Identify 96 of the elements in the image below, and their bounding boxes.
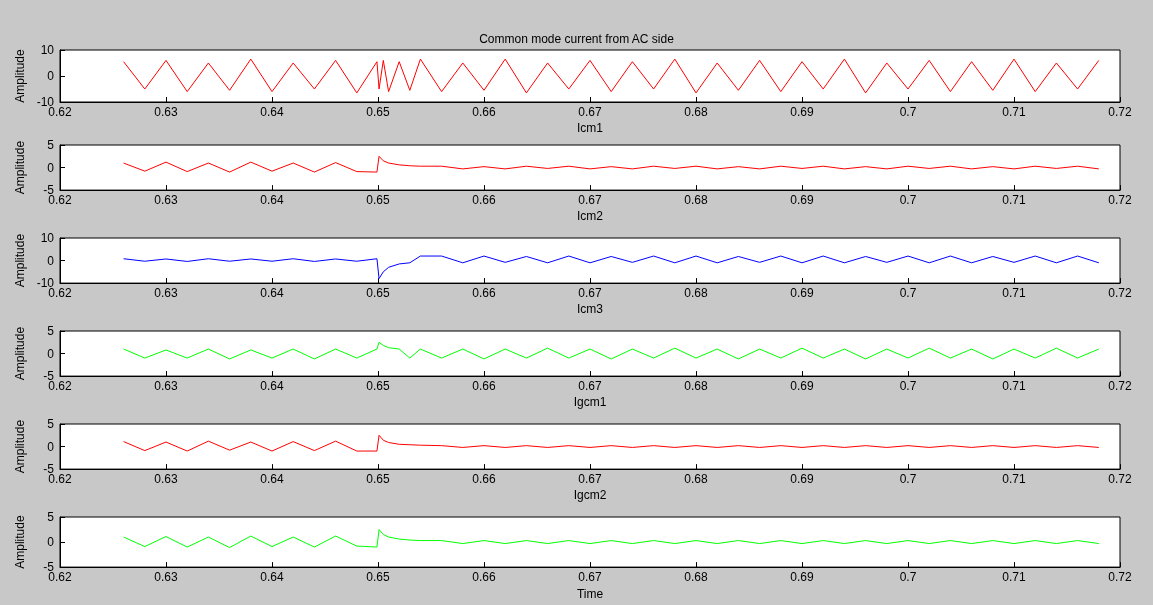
x-tick-label: 0.69	[790, 193, 814, 208]
line-series	[123, 58, 1100, 94]
x-tick-label: 0.68	[684, 105, 708, 119]
x-tick-label: 0.65	[366, 105, 390, 119]
y-axis-title: Amplitude	[12, 233, 27, 288]
x-axis-title: Icm2	[576, 209, 604, 224]
x-tick-label: 0.72	[1108, 379, 1132, 394]
y-tick-label: 0	[47, 69, 55, 83]
x-tick-label: 0.64	[260, 570, 284, 585]
chart-title: Common mode current from AC side	[479, 32, 675, 46]
x-tick-label: 0.64	[260, 472, 284, 487]
x-tick-label: 0.71	[1002, 472, 1026, 487]
x-tick-label: 0.65	[366, 570, 390, 585]
x-tick-label: 0.67	[578, 286, 602, 301]
y-tick-label: 5	[47, 417, 55, 431]
y-tick-label: 5	[47, 510, 55, 524]
y-axis-title: Amplitude	[13, 419, 27, 474]
line-series	[123, 529, 1100, 549]
x-tick-label: 0.7	[899, 286, 917, 301]
y-tick-label: 0	[47, 160, 55, 175]
x-tick-label: 0.62	[48, 286, 72, 301]
x-tick-label: 0.65	[366, 379, 390, 394]
y-axis-title: Amplitude	[12, 49, 27, 103]
x-tick-label: 0.62	[48, 570, 72, 585]
x-tick-label: 0.65	[366, 472, 390, 487]
x-tick-label: 0.63	[154, 193, 178, 208]
x-tick-label: 0.62	[48, 472, 72, 487]
x-tick-label: 0.68	[684, 472, 708, 487]
x-tick-label: 0.71	[1002, 570, 1026, 585]
y-axis-title: Amplitude	[13, 140, 27, 195]
x-tick-label: 0.65	[366, 286, 390, 301]
x-tick-label: 0.64	[260, 379, 284, 394]
y-tick-label: 5	[47, 324, 55, 338]
x-tick-label: 0.63	[154, 286, 178, 301]
x-tick-label: 0.62	[48, 379, 72, 394]
x-tick-label: 0.64	[260, 286, 284, 301]
x-tick-label: 0.62	[48, 193, 72, 208]
x-axis-title: Igcm1	[573, 395, 607, 410]
x-axis-title: Igcm2	[573, 488, 607, 503]
x-axis-title: Icm1	[576, 121, 604, 135]
x-tick-label: 0.7	[899, 472, 917, 487]
x-tick-label: 0.69	[790, 286, 814, 301]
x-tick-label: 0.63	[154, 105, 178, 119]
x-tick-label: 0.71	[1002, 193, 1026, 208]
x-tick-label: 0.64	[260, 193, 284, 208]
x-axis-title: Icm3	[576, 302, 604, 317]
x-tick-label: 0.69	[790, 570, 814, 585]
x-tick-label: 0.68	[684, 570, 708, 585]
x-tick-label: 0.69	[790, 472, 814, 487]
x-tick-label: 0.7	[899, 193, 917, 208]
y-tick-label: 0	[47, 439, 55, 454]
x-tick-label: 0.72	[1108, 570, 1132, 585]
x-tick-label: 0.69	[790, 105, 814, 119]
x-tick-label: 0.63	[154, 472, 178, 487]
y-axis-title: Amplitude	[13, 515, 27, 569]
y-tick-label: 0	[47, 535, 55, 550]
x-tick-label: 0.71	[1002, 379, 1026, 394]
line-series	[123, 341, 1100, 360]
x-tick-label: 0.71	[1002, 105, 1026, 119]
x-tick-label: 0.69	[790, 379, 814, 394]
x-tick-label: 0.68	[684, 379, 708, 394]
x-tick-label: 0.72	[1108, 286, 1132, 301]
x-tick-label: 0.66	[472, 105, 496, 119]
x-tick-label: 0.67	[578, 570, 602, 585]
x-tick-label: 0.71	[1002, 286, 1026, 301]
x-tick-label: 0.72	[1108, 472, 1132, 487]
x-tick-label: 0.65	[366, 193, 390, 208]
x-tick-label: 0.67	[578, 193, 602, 208]
x-tick-label: 0.67	[578, 472, 602, 487]
y-tick-label: 5	[47, 138, 55, 152]
y-tick-label: 10	[40, 43, 55, 57]
x-tick-label: 0.66	[472, 286, 496, 301]
x-tick-label: 0.67	[578, 379, 602, 394]
y-axis-title: Amplitude	[13, 326, 27, 381]
x-tick-label: 0.68	[684, 286, 708, 301]
y-tick-label: 0	[47, 346, 55, 361]
x-tick-label: 0.63	[154, 570, 178, 585]
line-series	[123, 434, 1100, 452]
x-tick-label: 0.64	[260, 105, 284, 119]
x-tick-label: 0.72	[1108, 105, 1132, 119]
x-tick-label: 0.68	[684, 193, 708, 208]
line-series	[123, 155, 1100, 173]
x-axis-title: Time	[576, 587, 604, 601]
line-series	[123, 255, 1100, 280]
x-tick-label: 0.72	[1108, 193, 1132, 208]
x-tick-label: 0.7	[899, 105, 917, 119]
y-tick-label: 10	[40, 231, 55, 245]
y-tick-label: 0	[47, 253, 55, 268]
x-tick-label: 0.66	[472, 570, 496, 585]
x-tick-label: 0.7	[899, 570, 917, 585]
x-tick-label: 0.67	[578, 105, 602, 119]
x-tick-label: 0.7	[899, 379, 917, 394]
x-tick-label: 0.63	[154, 379, 178, 394]
x-tick-label: 0.66	[472, 193, 496, 208]
x-tick-label: 0.66	[472, 379, 496, 394]
x-tick-label: 0.66	[472, 472, 496, 487]
